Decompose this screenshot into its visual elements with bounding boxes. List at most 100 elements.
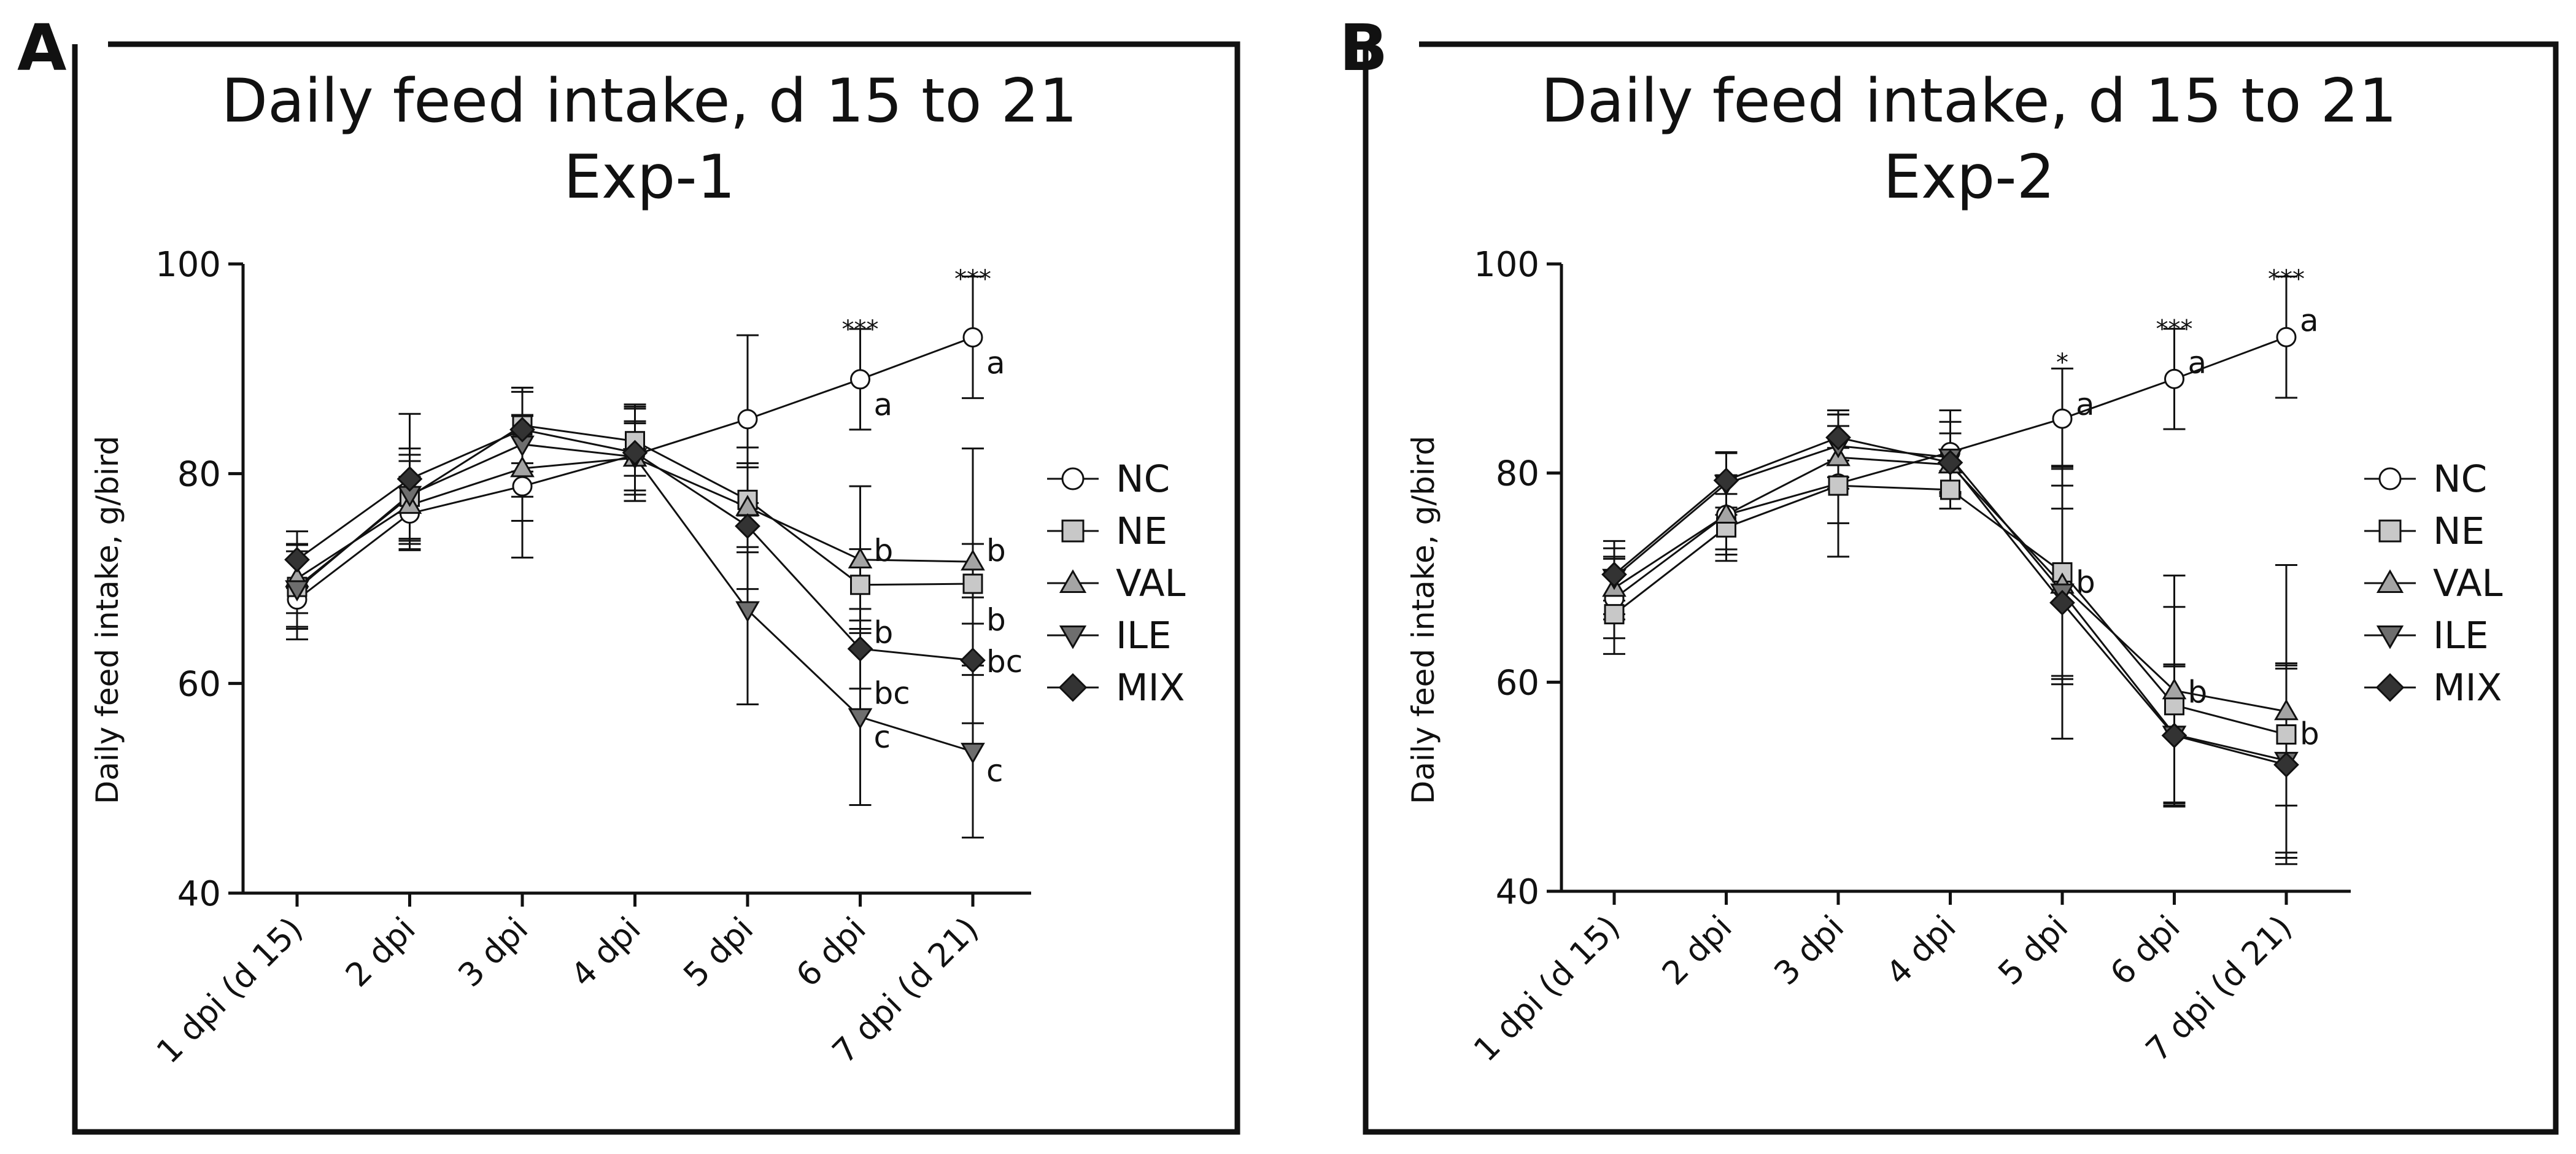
- point-mix: [735, 513, 760, 539]
- significance-stars: *: [2056, 349, 2068, 377]
- panel-a-letter: A: [17, 10, 67, 85]
- legend-marker-ne: [2378, 519, 2402, 543]
- significance-letter: c: [874, 719, 891, 755]
- panel-b: B Daily feed intake, d 15 to 21 Exp-2 Da…: [1339, 10, 2559, 1135]
- legend-marker-val: [1059, 569, 1087, 593]
- panel-a-plot: 40 60 80 100 1 dpi (d 15) 2 dpi 3 dpi 4 dpi 5 dp…: [150, 245, 1186, 1071]
- y-tick-label: 80: [177, 455, 221, 495]
- legend-label-val: VAL: [1116, 562, 1186, 605]
- point-mix: [1825, 424, 1851, 451]
- point-val: [510, 455, 535, 478]
- y-tick-label: 100: [1474, 245, 1539, 285]
- legend-label-val: VAL: [2433, 562, 2503, 605]
- panel-a-frame: [72, 41, 1240, 1135]
- legend-label-ile: ILE: [1116, 614, 1172, 657]
- point-nc: [962, 327, 983, 348]
- point-ile: [735, 601, 760, 623]
- point-mix: [2161, 722, 2187, 749]
- significance-letter: c: [986, 753, 1004, 789]
- x-tick-label: 6 dpi: [2103, 908, 2187, 993]
- point-mix: [622, 440, 648, 466]
- legend-marker-nc: [2378, 467, 2402, 490]
- y-tick-label: 100: [155, 245, 221, 285]
- x-tick-label: 6 dpi: [789, 910, 873, 994]
- legend-marker-nc: [1061, 467, 1085, 490]
- x-tick-label: 3 dpi: [451, 910, 535, 994]
- legend-label-ile: ILE: [2433, 614, 2489, 657]
- point-mix: [847, 636, 873, 662]
- x-tick-label: 2 dpi: [339, 910, 423, 994]
- panel-b-title-line1: Daily feed intake, d 15 to 21: [1541, 66, 2397, 136]
- point-ne: [962, 573, 983, 594]
- panel-b-plot: 40 60 80 100 1 dpi (d 15) 2 dpi 3 dpi 4 dpi 5 dp…: [1467, 245, 2503, 1069]
- panel-b-letter: B: [1339, 10, 1388, 85]
- point-ne: [1604, 604, 1625, 625]
- x-tick-label: 5 dpi: [1991, 908, 2075, 993]
- point-ile: [285, 580, 309, 602]
- significance-letter: bc: [874, 675, 910, 711]
- panel-b-y-axis-label: Daily feed intake, g/bird: [1406, 436, 1441, 804]
- x-tick-label: 5 dpi: [676, 910, 760, 994]
- legend-label-nc: NC: [1116, 457, 1170, 501]
- point-nc: [512, 476, 533, 497]
- significance-letter: b: [2188, 674, 2208, 710]
- x-tick-label: 2 dpi: [1655, 908, 1739, 993]
- point-mix: [1601, 562, 1627, 587]
- point-mix: [509, 417, 535, 443]
- significance-letter: b: [2300, 716, 2319, 752]
- legend-marker-ile: [2376, 625, 2404, 649]
- x-tick-label: 3 dpi: [1767, 908, 1851, 993]
- x-tick-label: 1 dpi (d 15): [1467, 908, 1627, 1069]
- y-tick-label: 80: [1496, 454, 1539, 494]
- legend-label-ne: NE: [1116, 509, 1167, 553]
- panel-a-y-axis-label: Daily feed intake, g/bird: [90, 436, 125, 804]
- legend-label-mix: MIX: [2433, 666, 2502, 710]
- x-tick-label: 4 dpi: [564, 910, 648, 994]
- legend-marker-mix: [1058, 673, 1088, 702]
- significance-stars: ***: [842, 316, 879, 344]
- significance-letter: b: [986, 602, 1006, 638]
- x-tick-label: 1 dpi (d 15): [150, 910, 310, 1071]
- point-mix: [284, 546, 310, 573]
- point-mix: [1937, 449, 1963, 476]
- point-val: [848, 547, 873, 568]
- significance-letter: b: [986, 533, 1006, 568]
- point-ne: [850, 575, 870, 595]
- y-tick-label: 60: [177, 664, 221, 704]
- point-ne: [2276, 724, 2297, 745]
- significance-stars: ***: [2268, 265, 2305, 293]
- point-ne: [1940, 479, 1960, 500]
- point-val: [2162, 678, 2187, 700]
- significance-stars: ***: [954, 265, 991, 293]
- point-val: [2274, 699, 2299, 721]
- panel-a-title-line1: Daily feed intake, d 15 to 21: [222, 66, 1078, 136]
- point-ile: [961, 743, 985, 764]
- significance-letter: a: [2188, 345, 2207, 381]
- legend-marker-ne: [1061, 519, 1085, 543]
- point-nc: [2276, 327, 2297, 347]
- significance-letter: a: [986, 345, 1005, 381]
- significance-letter: b: [874, 533, 894, 568]
- point-mix: [2049, 590, 2075, 616]
- point-mix: [396, 466, 423, 492]
- point-ne: [1828, 475, 1849, 496]
- point-nc: [737, 409, 758, 430]
- y-tick-label: 40: [1496, 872, 1539, 912]
- panel-b-frame: [1363, 41, 2559, 1135]
- panel-a-title-line2: Exp-1: [563, 142, 735, 212]
- legend-marker-ile: [1059, 625, 1087, 649]
- legend-marker-val: [2376, 569, 2404, 593]
- point-nc: [2052, 408, 2073, 429]
- legend-marker-mix: [2375, 673, 2405, 702]
- point-nc: [2164, 368, 2184, 389]
- significance-letter: b: [2076, 565, 2095, 600]
- significance-letter: bc: [986, 644, 1023, 680]
- legend-label-nc: NC: [2433, 457, 2487, 501]
- point-nc: [850, 369, 870, 390]
- y-tick-label: 40: [177, 874, 221, 914]
- significance-letter: a: [874, 387, 893, 423]
- point-mix: [2273, 752, 2299, 778]
- significance-letter: a: [2076, 387, 2095, 422]
- point-val: [961, 549, 985, 571]
